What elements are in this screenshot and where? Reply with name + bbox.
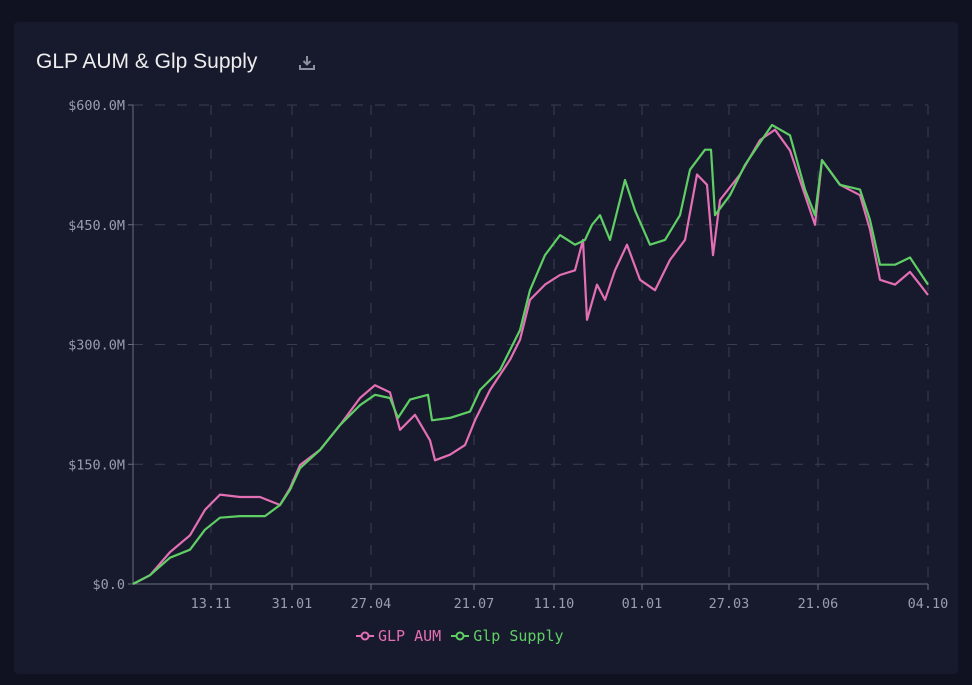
- x-tick-label: 27.04: [351, 596, 392, 612]
- series-line-glp-aum[interactable]: [132, 128, 929, 585]
- y-tick-label: $300.0M: [68, 338, 125, 354]
- legend-marker-icon: [451, 631, 470, 641]
- legend-marker-icon: [356, 631, 374, 641]
- x-tick-label: 13.11: [191, 596, 232, 612]
- legend: GLP AUM Glp Supply: [356, 627, 564, 645]
- legend-label: Glp Supply: [473, 627, 564, 645]
- x-tick-label: 21.07: [454, 596, 495, 612]
- download-icon[interactable]: [298, 54, 316, 72]
- legend-item-glp-supply[interactable]: Glp Supply: [451, 627, 564, 645]
- x-tick-label: 27.03: [709, 596, 750, 612]
- series-line-glp-supply[interactable]: [132, 123, 929, 585]
- y-tick-label: $450.0M: [68, 218, 125, 234]
- chart-title: GLP AUM & Glp Supply: [36, 50, 258, 73]
- legend-item-glp-aum[interactable]: GLP AUM: [356, 627, 441, 645]
- x-tick-label: 04.10: [908, 596, 949, 612]
- legend-label: GLP AUM: [378, 627, 442, 645]
- y-tick-label: $0.0: [92, 577, 125, 593]
- x-tick-label: 01.01: [622, 596, 663, 612]
- x-tick-label: 11.10: [534, 596, 575, 612]
- x-tick-label: 21.06: [798, 596, 839, 612]
- x-tick-label: 31.01: [272, 596, 313, 612]
- y-tick-label: $600.0M: [68, 98, 125, 114]
- y-tick-label: $150.0M: [68, 457, 125, 473]
- chart-card: [14, 22, 958, 674]
